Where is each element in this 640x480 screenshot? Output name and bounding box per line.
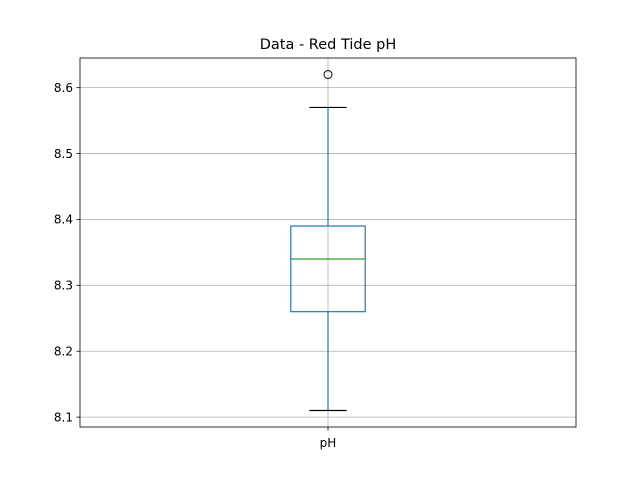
box-series <box>290 69 366 412</box>
y-tick-label: 8.1 <box>54 410 73 424</box>
y-tick-label: 8.4 <box>54 213 73 227</box>
outlier-point <box>323 69 333 79</box>
y-tick-label: 8.6 <box>54 81 73 95</box>
y-tick-label: 8.3 <box>54 279 73 293</box>
iqr-box <box>290 225 366 313</box>
axis-ticks: 8.1 8.2 8.3 8.4 8.5 8.6 pH <box>54 81 336 450</box>
chart-title: Data - Red Tide pH <box>260 37 397 53</box>
y-tick-label: 8.2 <box>54 345 73 359</box>
x-tick-label: pH <box>320 436 337 450</box>
y-tick-label: 8.5 <box>54 147 73 161</box>
box-pH <box>290 69 366 412</box>
